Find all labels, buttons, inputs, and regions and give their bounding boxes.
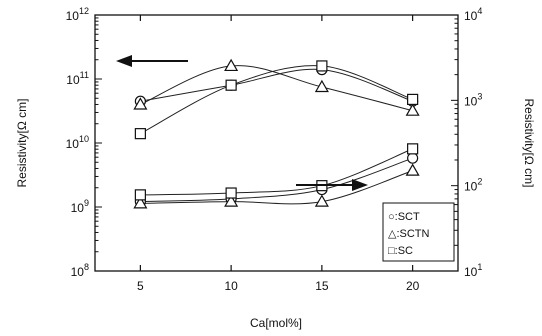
legend-symbol-square: □ bbox=[388, 245, 395, 257]
legend-entry-sct: ○:SCT bbox=[388, 211, 420, 223]
plot-frame bbox=[94, 14, 459, 272]
legend: ○:SCT △:SCTN □:SC bbox=[382, 202, 455, 262]
data-point-sc-left bbox=[407, 93, 419, 106]
data-point-sctn-right bbox=[405, 163, 420, 176]
legend-label-sctn: :SCTN bbox=[396, 228, 429, 240]
right-y-tick-label: 102 bbox=[464, 177, 482, 194]
series-line-sct-left bbox=[140, 68, 413, 102]
legend-label-sc: :SC bbox=[395, 245, 413, 257]
data-point-sc-right bbox=[407, 143, 419, 155]
data-point-sctn-left bbox=[133, 97, 148, 110]
data-point-sc-left bbox=[134, 128, 146, 140]
legend-symbol-circle: ○ bbox=[388, 211, 395, 223]
data-point-sctn-right bbox=[224, 194, 239, 207]
legend-entry-sctn: △:SCTN bbox=[388, 228, 430, 240]
data-point-sct-right bbox=[407, 152, 419, 164]
left-y-tick-label: 109 bbox=[71, 198, 89, 215]
x-tick-label: 15 bbox=[315, 279, 329, 293]
left-axis-arrow bbox=[116, 55, 188, 67]
x-tick-label: 20 bbox=[406, 279, 420, 293]
right-axis-arrow bbox=[296, 179, 368, 191]
data-point-sctn-right bbox=[314, 194, 329, 207]
legend-entry-sc: □:SC bbox=[388, 245, 413, 257]
left-y-tick-label: 1011 bbox=[66, 70, 89, 87]
series-line-sc-right bbox=[140, 148, 413, 196]
data-point-sc-right bbox=[134, 189, 146, 201]
x-tick-label: 5 bbox=[137, 279, 144, 293]
data-point-sctn-left bbox=[405, 103, 420, 116]
legend-symbol-triangle: △ bbox=[388, 228, 397, 240]
series-line-sc-left bbox=[140, 65, 413, 135]
series-line-sctn-right bbox=[140, 170, 413, 205]
left-y-tick-label: 108 bbox=[71, 262, 89, 279]
series-line-sct-right bbox=[140, 157, 413, 203]
right-y-tick-label: 103 bbox=[464, 91, 482, 108]
x-axis-label: Ca[mol%] bbox=[250, 316, 302, 330]
tick-label-layer: 5 10 15 20 108 109 1010 1011 1012 101 102 103 104 bbox=[66, 6, 483, 293]
right-y-tick-label: 101 bbox=[464, 262, 482, 279]
left-y-tick-label: 1010 bbox=[66, 134, 89, 151]
left-y-tick-label: 1012 bbox=[66, 6, 89, 23]
right-y-tick-label: 104 bbox=[464, 6, 482, 23]
right-y-axis-label: Resistivity[Ω cm] bbox=[522, 99, 536, 188]
data-point-sctn-left bbox=[314, 79, 329, 93]
data-point-sctn-right bbox=[133, 196, 148, 209]
data-point-sc-right bbox=[225, 187, 237, 199]
data-point-sc-left bbox=[316, 60, 328, 72]
data-point-sctn-left bbox=[224, 58, 239, 72]
left-y-axis-label: Resistivity[Ω cm] bbox=[15, 99, 29, 188]
data-point-sc-left bbox=[225, 79, 237, 91]
x-tick-label: 10 bbox=[224, 279, 238, 293]
series-layer bbox=[140, 65, 413, 205]
legend-label-sct: :SCT bbox=[395, 211, 420, 223]
legend-box bbox=[382, 202, 455, 262]
